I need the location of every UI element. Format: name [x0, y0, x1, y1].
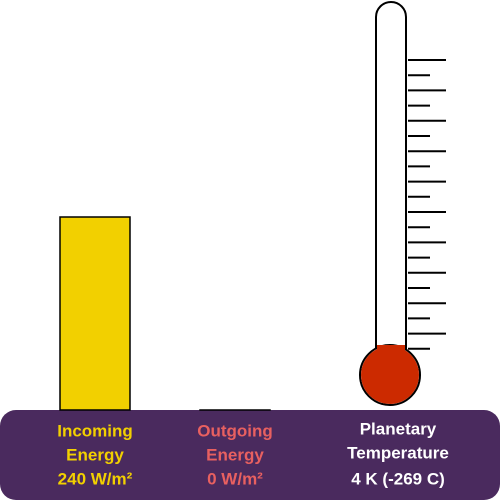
bar-value: 240 W/m²	[58, 469, 133, 488]
label-panel	[0, 410, 500, 500]
bar-name: Energy	[206, 445, 264, 464]
thermometer-name: Temperature	[347, 443, 449, 462]
temperature-bulb	[361, 346, 419, 404]
bar-name: Incoming	[57, 421, 133, 440]
thermometer-tube	[375, 1, 407, 373]
thermometer-value: 4 K (-269 C)	[351, 469, 445, 488]
thermometer-name: Planetary	[360, 419, 437, 438]
bar-value: 0 W/m²	[207, 469, 263, 488]
thermometer-ticks	[408, 59, 446, 350]
bar-name: Energy	[66, 445, 124, 464]
bar-name: Outgoing	[197, 421, 273, 440]
energy-bar	[59, 216, 131, 411]
